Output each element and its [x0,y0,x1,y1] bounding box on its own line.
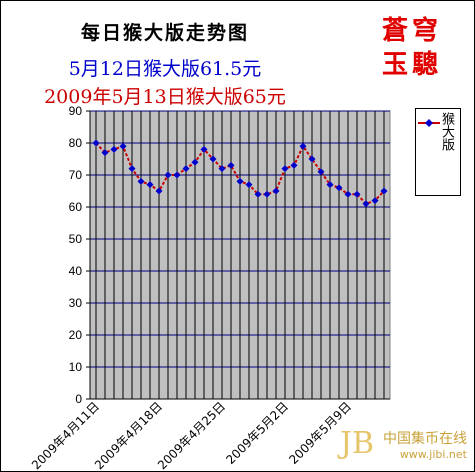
data-point [317,168,325,176]
data-point [236,177,244,185]
x-tick-label: 2009年4月25日 [155,399,228,472]
data-point [362,200,370,208]
data-point [227,161,235,169]
data-point [164,171,172,179]
data-point [245,181,253,189]
data-point [146,181,154,189]
data-point [191,158,199,166]
data-point [200,145,208,153]
y-tick-label: 10 [69,360,83,374]
data-point [119,142,127,150]
y-tick-label: 50 [69,232,83,246]
legend-label: 猴大版 [439,112,454,151]
y-tick-label: 20 [69,328,83,342]
data-point [299,142,307,150]
y-tick-label: 30 [69,296,83,310]
x-tick-label: 2009年5月2日 [223,399,291,467]
brand-seal-line-1: 蒼穹 [382,16,443,46]
y-tick-label: 0 [75,392,82,406]
legend: 猴大版 [415,108,461,196]
data-point [254,190,262,198]
data-point [335,184,343,192]
x-tick-label: 2009年4月18日 [92,399,165,472]
data-point [110,145,118,153]
watermark-text: 中国集币在线 [383,431,467,447]
data-point [155,187,163,195]
chart-subtitle-1: 5月12日猴大版61.5元 [68,58,262,80]
brand-seal-line-2: 玉驄 [382,50,443,80]
data-point [182,165,190,173]
data-point [272,187,280,195]
y-tick-label: 70 [69,168,83,182]
data-point [326,181,334,189]
x-tick-label: 2009年4月11日 [29,399,102,472]
data-point [263,190,271,198]
data-point [101,149,109,157]
y-tick-label: 40 [69,264,83,278]
data-point [128,165,136,173]
data-point [344,190,352,198]
data-point [380,187,388,195]
data-point [92,139,100,147]
data-point [290,161,298,169]
y-tick-label: 90 [69,104,83,118]
y-tick-label: 80 [69,136,83,150]
data-point [209,155,217,163]
legend-swatch [418,119,440,127]
watermark-logo: JB [340,426,375,461]
data-point [353,190,361,198]
y-tick-label: 60 [69,200,83,214]
chart-subtitle-2: 2009年5月13日猴大版65元 [44,86,286,108]
chart-title: 每日猴大版走势图 [80,22,249,44]
data-point [173,171,181,179]
data-point [281,165,289,173]
data-point [137,177,145,185]
data-point [371,197,379,205]
data-point [308,155,316,163]
data-point [218,165,226,173]
watermark-url: www.jibi.net [399,448,467,461]
